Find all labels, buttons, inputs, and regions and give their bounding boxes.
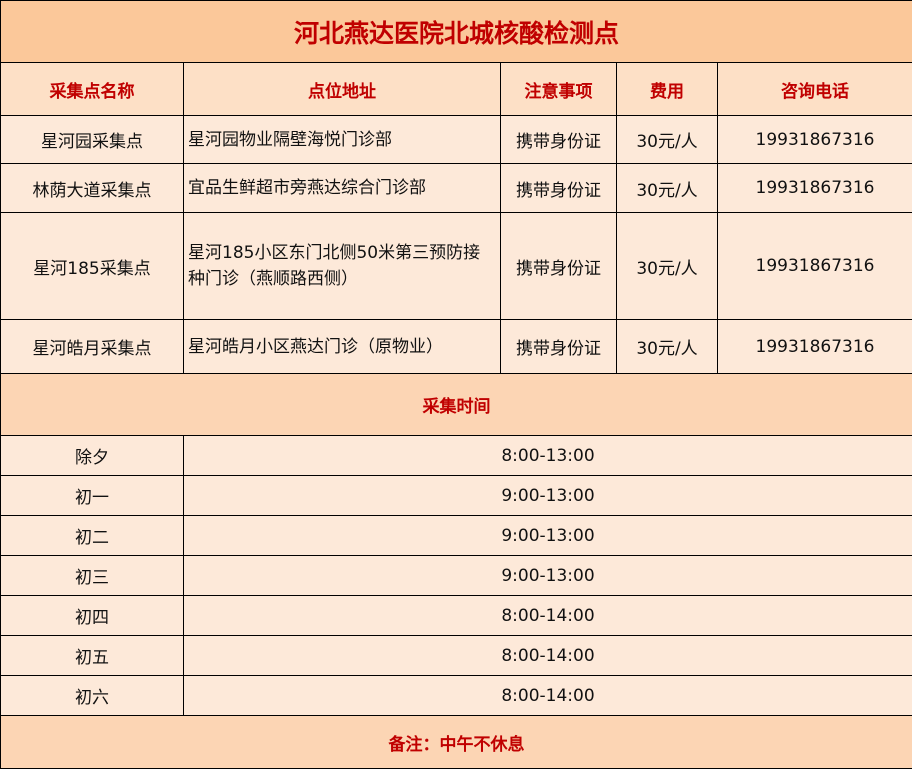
schedule-day: 除夕 [1,436,184,476]
site-name: 星河185采集点 [1,213,184,320]
schedule-hours: 9:00-13:00 [184,516,912,556]
site-phone: 19931867316 [718,320,912,374]
site-name: 星河皓月采集点 [1,320,184,374]
site-address: 星河皓月小区燕达门诊（原物业） [184,320,501,374]
site-phone: 19931867316 [718,116,912,164]
table-row: 星河皓月采集点 星河皓月小区燕达门诊（原物业） 携带身份证 30元/人 1993… [1,320,912,374]
site-address: 宜品生鲜超市旁燕达综合门诊部 [184,164,501,213]
schedule-hours: 9:00-13:00 [184,476,912,516]
header-name: 采集点名称 [1,63,184,116]
header-row: 采集点名称 点位地址 注意事项 费用 咨询电话 [1,63,912,116]
table-row: 林荫大道采集点 宜品生鲜超市旁燕达综合门诊部 携带身份证 30元/人 19931… [1,164,912,213]
site-note: 携带身份证 [501,213,617,320]
footer-note: 备注：中午不休息 [1,716,912,769]
schedule-day: 初一 [1,476,184,516]
schedule-day: 初二 [1,516,184,556]
site-fee: 30元/人 [617,320,718,374]
site-phone: 19931867316 [718,164,912,213]
site-fee: 30元/人 [617,213,718,320]
table-title: 河北燕达医院北城核酸检测点 [1,1,912,63]
schedule-hours: 8:00-14:00 [184,636,912,676]
header-note: 注意事项 [501,63,617,116]
site-address: 星河185小区东门北侧50米第三预防接种门诊（燕顺路西侧） [184,213,501,320]
table-row: 星河园采集点 星河园物业隔壁海悦门诊部 携带身份证 30元/人 19931867… [1,116,912,164]
site-note: 携带身份证 [501,164,617,213]
schedule-day: 初三 [1,556,184,596]
header-phone: 咨询电话 [718,63,912,116]
schedule-day: 初四 [1,596,184,636]
site-phone: 19931867316 [718,213,912,320]
schedule-title: 采集时间 [1,374,912,436]
schedule-hours: 9:00-13:00 [184,556,912,596]
site-note: 携带身份证 [501,320,617,374]
header-fee: 费用 [617,63,718,116]
schedule-hours: 8:00-13:00 [184,436,912,476]
site-fee: 30元/人 [617,116,718,164]
schedule-day: 初五 [1,636,184,676]
header-address: 点位地址 [184,63,501,116]
table-row: 星河185采集点 星河185小区东门北侧50米第三预防接种门诊（燕顺路西侧） 携… [1,213,912,320]
schedule-day: 初六 [1,676,184,716]
site-fee: 30元/人 [617,164,718,213]
site-address: 星河园物业隔壁海悦门诊部 [184,116,501,164]
site-note: 携带身份证 [501,116,617,164]
schedule-hours: 8:00-14:00 [184,676,912,716]
site-name: 林荫大道采集点 [1,164,184,213]
site-name: 星河园采集点 [1,116,184,164]
schedule-hours: 8:00-14:00 [184,596,912,636]
